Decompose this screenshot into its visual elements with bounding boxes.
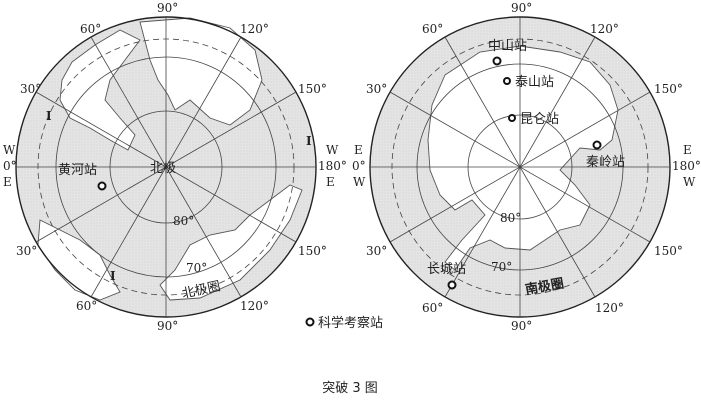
side-label-e: E xyxy=(326,175,335,189)
meridian-label: 150° xyxy=(298,244,327,258)
meridian-lines xyxy=(370,17,670,317)
meridian-label: 150° xyxy=(654,244,683,258)
lat-80-label: 80° xyxy=(500,211,521,225)
meridian-label: 30° xyxy=(366,244,387,258)
meridian-label: 90° xyxy=(511,1,532,15)
side-label-w: W xyxy=(683,175,696,189)
circle-station-icon xyxy=(503,77,511,85)
meridian-lines xyxy=(16,17,316,317)
circle-station-icon xyxy=(97,181,107,191)
meridian-label: 90° xyxy=(157,319,178,333)
meridian-label: 60° xyxy=(80,22,101,36)
meridian-label: 30° xyxy=(16,244,37,258)
south-polar-map: 90° 60° 120° 30° 150° 30° 150° 60° 120° … xyxy=(352,1,701,333)
meridian-label: 90° xyxy=(511,319,532,333)
north-america-land xyxy=(139,17,263,126)
side-label-w: W xyxy=(3,143,16,157)
station-label: 中山站 xyxy=(488,39,527,54)
circle-station-icon xyxy=(447,280,457,290)
north-polar-map: 90° 60° 120° 30° 150° 30° 150° 60° 120° … xyxy=(3,1,347,333)
side-label-w: W xyxy=(353,175,366,189)
side-label-180: 180° xyxy=(318,159,347,173)
station-label: 昆仑站 xyxy=(520,112,559,127)
figure-caption: 突破 3 图 xyxy=(322,380,378,396)
meridian-label: 120° xyxy=(240,299,269,313)
side-label-0: 0° xyxy=(3,159,17,173)
meridian-label: 90° xyxy=(157,1,178,15)
meridian-label: 120° xyxy=(590,22,619,36)
marker-label: I xyxy=(46,109,52,123)
station-label: 泰山站 xyxy=(515,75,554,90)
meridian-label: 150° xyxy=(654,82,683,96)
side-label-e: E xyxy=(3,175,12,189)
circle-station-icon xyxy=(508,114,516,122)
side-label-180: 180° xyxy=(672,159,701,173)
circle-station-icon xyxy=(492,56,502,66)
meridian-label: 60° xyxy=(422,22,443,36)
meridian-label: 120° xyxy=(240,22,269,36)
meridian-label: 150° xyxy=(298,82,327,96)
marker-label: I xyxy=(306,134,312,148)
meridian-label: 30° xyxy=(20,82,41,96)
meridian-label: 60° xyxy=(422,301,443,315)
side-label-w: W xyxy=(326,143,339,157)
marker-label: I xyxy=(110,269,116,283)
side-label-0: 0° xyxy=(352,159,366,173)
circle-station-icon xyxy=(305,317,315,327)
antarctica-land xyxy=(427,45,619,271)
meridian-label: 60° xyxy=(76,299,97,313)
antarctic-circle-label: 南极圈 xyxy=(524,275,565,298)
legend-label: 科学考察站 xyxy=(318,315,383,331)
meridian-label: 120° xyxy=(595,301,624,315)
lat-80-label: 80° xyxy=(173,214,194,228)
lat-70-label: 70° xyxy=(491,260,512,274)
station-label: 黄河站 xyxy=(58,163,97,178)
legend: 科学考察站 xyxy=(305,315,383,331)
siberia-land xyxy=(159,184,303,301)
circle-station-icon xyxy=(592,140,602,150)
side-label-e: E xyxy=(354,143,363,157)
station-label: 长城站 xyxy=(427,262,466,277)
station-label: 秦岭站 xyxy=(586,155,625,170)
lat-70-label: 70° xyxy=(186,261,207,275)
meridian-label: 30° xyxy=(366,82,387,96)
side-label-e: E xyxy=(683,143,692,157)
north-pole-label: 北极 xyxy=(150,161,176,176)
